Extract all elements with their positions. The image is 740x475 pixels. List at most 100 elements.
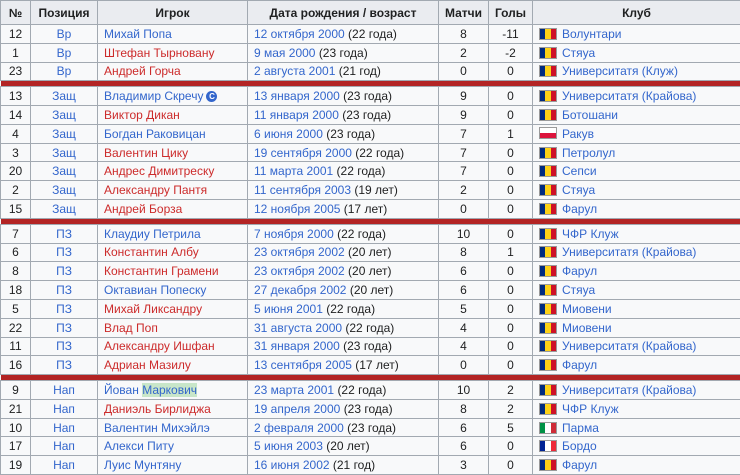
club-link[interactable]: Фарул	[562, 201, 598, 216]
cell-goals: 0	[488, 298, 533, 319]
club-link[interactable]: Парма	[562, 420, 599, 435]
club-link[interactable]: Университатя (Крайова)	[562, 245, 697, 260]
club-link[interactable]: Стяуа	[562, 183, 596, 198]
cell-number: 23	[0, 61, 31, 82]
club-link[interactable]: Университатя (Крайова)	[562, 339, 697, 354]
birthdate-link[interactable]: 6 июня 2000	[254, 126, 323, 141]
club-link[interactable]: Ракув	[562, 126, 595, 141]
birthdate-link[interactable]: 23 октября 2002	[254, 264, 345, 279]
player-link[interactable]: Даниэль Бирлиджа	[104, 401, 211, 416]
position-link[interactable]: ПЗ	[56, 320, 72, 335]
player-link[interactable]: Валентин Цику	[104, 145, 189, 160]
player-link[interactable]: Андрей Борза	[104, 201, 183, 216]
club-link[interactable]: Стяуа	[562, 283, 596, 298]
player-link[interactable]: Михай Ликсандру	[104, 301, 203, 316]
position-link[interactable]: Защ	[52, 183, 76, 198]
cell-number: 7	[0, 223, 31, 244]
position-link[interactable]: Нап	[53, 382, 75, 397]
club-link[interactable]: Университатя (Крайова)	[562, 89, 697, 104]
player-link[interactable]: Андрей Горча	[104, 64, 181, 79]
position-link[interactable]: ПЗ	[56, 358, 72, 373]
club-link[interactable]: Петролул	[562, 145, 616, 160]
position-link[interactable]: Защ	[52, 89, 76, 104]
birthdate-link[interactable]: 12 октября 2000	[254, 26, 345, 41]
birthdate-link[interactable]: 23 марта 2001	[254, 382, 335, 397]
club-link[interactable]: Миовени	[562, 301, 612, 316]
club-link[interactable]: Сепси	[562, 164, 597, 179]
position-link[interactable]: ПЗ	[56, 245, 72, 260]
position-link[interactable]: Нап	[53, 439, 75, 454]
player-link[interactable]: Влад Поп	[104, 320, 158, 335]
birthdate-link[interactable]: 11 марта 2001	[254, 164, 334, 179]
cell-player: Андрес Димитреску	[97, 161, 248, 182]
birthdate-link[interactable]: 12 ноября 2005	[254, 201, 341, 216]
birthdate-link[interactable]: 11 сентября 2003	[254, 183, 352, 198]
player-link[interactable]: Виктор Дикан	[104, 108, 180, 123]
birthdate-link[interactable]: 23 октября 2002	[254, 245, 345, 260]
player-link[interactable]: Клаудиу Петрила	[104, 226, 201, 241]
column-header-matches: Матчи	[438, 0, 489, 25]
position-link[interactable]: ПЗ	[56, 283, 72, 298]
club-link[interactable]: Университатя (Крайова)	[562, 382, 697, 397]
position-link[interactable]: Вр	[56, 64, 72, 79]
birthdate-link[interactable]: 2 августа 2001	[254, 64, 336, 79]
club-link[interactable]: Стяуа	[562, 45, 596, 60]
position-link[interactable]: Защ	[52, 145, 76, 160]
birthdate-link[interactable]: 31 августа 2000	[254, 320, 343, 335]
position-link[interactable]: Защ	[52, 108, 76, 123]
player-link[interactable]: Владимир Скречу	[104, 89, 204, 104]
position-link[interactable]: Защ	[52, 164, 76, 179]
birthdate-link[interactable]: 2 февраля 2000	[254, 420, 344, 435]
club-link[interactable]: Фарул	[562, 358, 598, 373]
player-link[interactable]: Алекси Питу	[104, 439, 175, 454]
player-link[interactable]: Штефан Тырновану	[104, 45, 215, 60]
position-link[interactable]: Защ	[52, 201, 76, 216]
position-link[interactable]: Вр	[56, 45, 72, 60]
club-link[interactable]: Университатя (Клуж)	[562, 64, 678, 79]
player-link[interactable]: Валентин Михэйлэ	[104, 420, 210, 435]
cell-matches: 0	[438, 355, 489, 376]
position-link[interactable]: Вр	[56, 26, 72, 41]
birthdate-link[interactable]: 13 января 2000	[254, 89, 340, 104]
club-link[interactable]: Фарул	[562, 458, 598, 473]
birthdate-link[interactable]: 19 апреля 2000	[254, 401, 341, 416]
player-link[interactable]: Богдан Раковицан	[104, 126, 206, 141]
birthdate-link[interactable]: 16 июня 2002	[254, 458, 330, 473]
position-link[interactable]: ПЗ	[56, 264, 72, 279]
player-link[interactable]: Михай Попа	[104, 26, 172, 41]
player-link[interactable]: Октавиан Попеску	[104, 283, 207, 298]
cell-number: 17	[0, 436, 31, 457]
birthdate-link[interactable]: 9 мая 2000	[254, 45, 316, 60]
club-link[interactable]: Бордо	[562, 439, 597, 454]
club-link[interactable]: Волунтари	[562, 26, 622, 41]
player-link[interactable]: Йован Маркович	[104, 382, 198, 397]
player-link[interactable]: Андрес Димитреску	[104, 164, 215, 179]
player-link[interactable]: Константин Албу	[104, 245, 199, 260]
position-link[interactable]: Защ	[52, 126, 76, 141]
club-link[interactable]: ЧФР Клуж	[562, 401, 619, 416]
birthdate-link[interactable]: 11 января 2000	[254, 108, 339, 123]
birthdate-link[interactable]: 13 сентября 2005	[254, 358, 352, 373]
club-link[interactable]: Миовени	[562, 320, 612, 335]
birthdate-link[interactable]: 19 сентября 2000	[254, 145, 352, 160]
birthdate-link[interactable]: 5 июня 2001	[254, 301, 323, 316]
position-link[interactable]: Нап	[53, 401, 75, 416]
club-link[interactable]: ЧФР Клуж	[562, 226, 619, 241]
birthdate-link[interactable]: 7 ноября 2000	[254, 226, 334, 241]
birthdate-link[interactable]: 5 июня 2003	[254, 439, 323, 454]
position-link[interactable]: Нап	[53, 420, 75, 435]
player-link[interactable]: Александру Ишфан	[104, 339, 215, 354]
player-link[interactable]: Луис Мунтяну	[104, 458, 182, 473]
club-link[interactable]: Ботошани	[562, 108, 618, 123]
position-link[interactable]: ПЗ	[56, 226, 72, 241]
birthdate-link[interactable]: 31 января 2000	[254, 339, 340, 354]
cell-matches: 3	[438, 455, 489, 475]
position-link[interactable]: ПЗ	[56, 301, 72, 316]
position-link[interactable]: ПЗ	[56, 339, 72, 354]
birthdate-link[interactable]: 27 декабря 2002	[254, 283, 347, 298]
player-link[interactable]: Адриан Мазилу	[104, 358, 191, 373]
club-link[interactable]: Фарул	[562, 264, 598, 279]
player-link[interactable]: Александру Пантя	[104, 183, 208, 198]
position-link[interactable]: Нап	[53, 458, 75, 473]
player-link[interactable]: Константин Грамени	[104, 264, 219, 279]
